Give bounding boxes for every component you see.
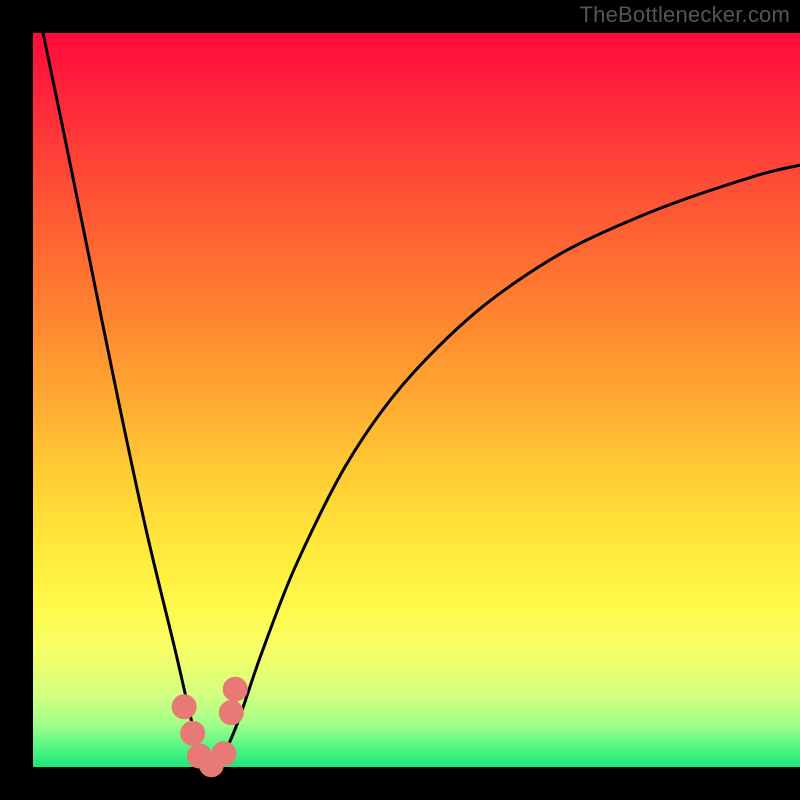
marker-dot — [172, 695, 196, 719]
marker-dot — [181, 721, 205, 745]
chart-background — [33, 33, 800, 767]
bottleneck-chart — [0, 0, 800, 800]
marker-dot — [223, 677, 247, 701]
marker-dot — [212, 742, 236, 766]
watermark-text: TheBottlenecker.com — [580, 2, 790, 28]
marker-dot — [219, 701, 243, 725]
